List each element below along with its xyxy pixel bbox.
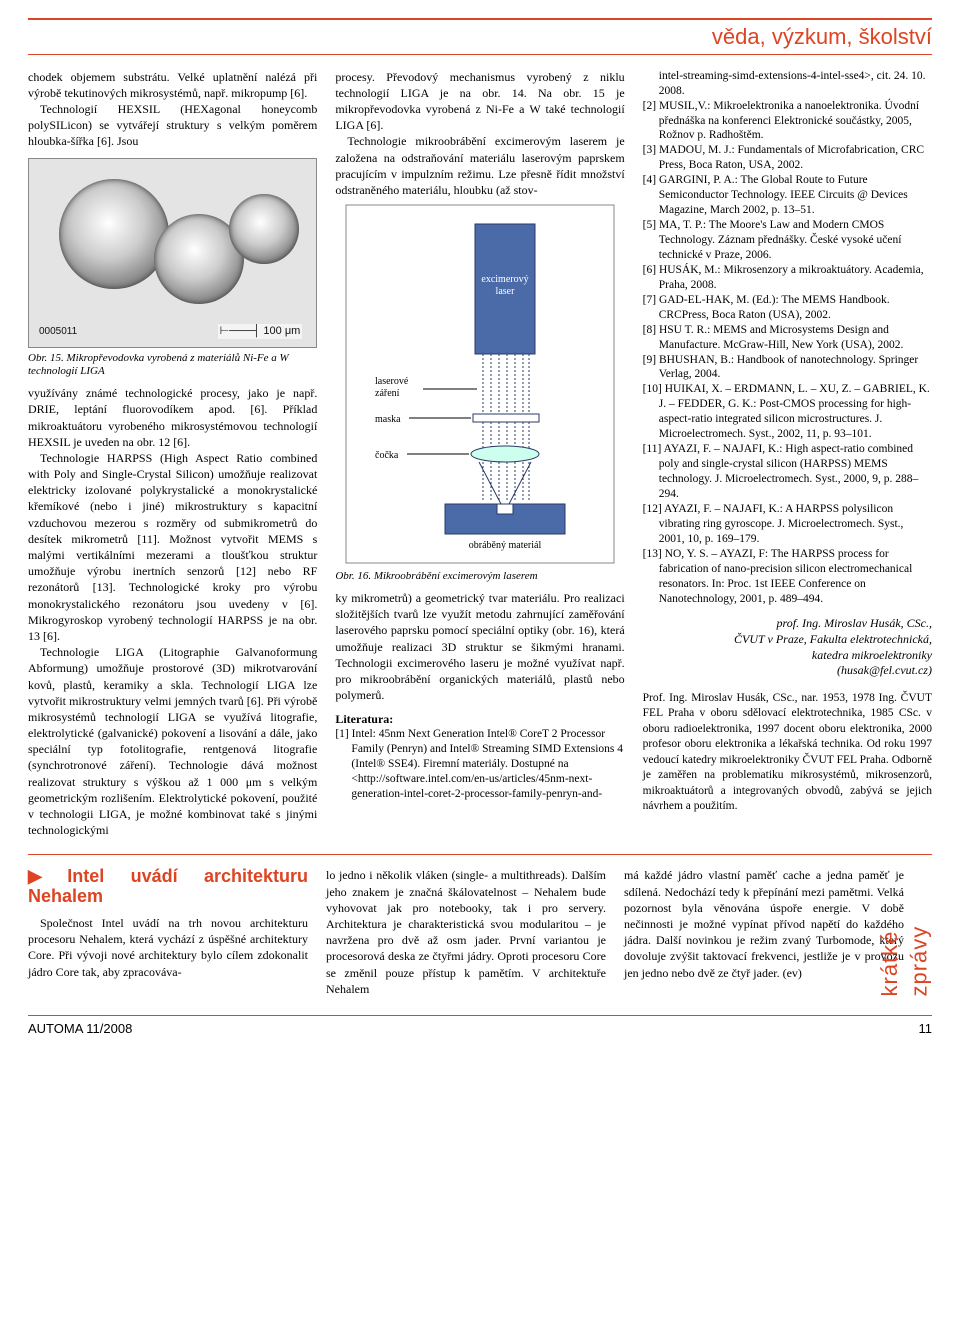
bottom-col-2: lo jedno i několik vláken (single- a mul… bbox=[326, 867, 606, 997]
section-header: věda, výzkum, školství bbox=[28, 18, 932, 55]
c2-p2: Technologie mikroobrábění excimerovým la… bbox=[335, 133, 624, 198]
ref-2: [2] MUSIL,V.: Mikroelektronika a nanoele… bbox=[643, 99, 932, 144]
column-1: chodek objemem substrátu. Velké uplatněn… bbox=[28, 69, 317, 839]
column-2: procesy. Převodový mechanismus vyrobený … bbox=[335, 69, 624, 839]
ref-7: [7] GAD-EL-HAK, M. (Ed.): The MEMS Handb… bbox=[643, 293, 932, 323]
ref-4: [4] GARGINI, P. A.: The Global Route to … bbox=[643, 173, 932, 218]
author-block: prof. Ing. Miroslav Husák, CSc., ČVUT v … bbox=[643, 616, 932, 678]
ref-10: [10] HUIKAI, X. – ERDMANN, L. – XU, Z. –… bbox=[643, 382, 932, 442]
bottom-col-1: ▶Intel uvádí architekturu Nehalem Společ… bbox=[28, 867, 308, 997]
footer-right: 11 bbox=[919, 1020, 933, 1038]
section-title: věda, výzkum, školství bbox=[712, 24, 932, 49]
main-columns: chodek objemem substrátu. Velké uplatněn… bbox=[28, 69, 932, 839]
label-material: obráběný materiál bbox=[469, 540, 542, 551]
side-section-label: krátké zprávy bbox=[875, 867, 934, 997]
ref-9: [9] BHUSHAN, B.: Handbook of nanotechnol… bbox=[643, 353, 932, 383]
bottom-section: ▶Intel uvádí architekturu Nehalem Společ… bbox=[28, 867, 932, 997]
ref-3: [3] MADOU, M. J.: Fundamentals of Microf… bbox=[643, 143, 932, 173]
label-maska: maska bbox=[375, 414, 401, 425]
c1-p2: Technologií HEXSIL (HEXagonal honeycomb … bbox=[28, 101, 317, 150]
author-bio: Prof. Ing. Miroslav Husák, CSc., nar. 19… bbox=[643, 691, 932, 815]
author-line2: ČVUT v Praze, Fakulta elektrotechnická, bbox=[643, 632, 932, 648]
triangle-icon: ▶ bbox=[28, 866, 63, 886]
author-line1: prof. Ing. Miroslav Husák, CSc., bbox=[643, 616, 932, 632]
c1-p5: Technologie LIGA (Litographie Galvanofor… bbox=[28, 644, 317, 838]
news-title: ▶Intel uvádí architekturu Nehalem bbox=[28, 867, 308, 907]
ref-11: [11] AYAZI, F. – NAJAFI, K.: High aspect… bbox=[643, 442, 932, 502]
ref-5: [5] MA, T. P.: The Moore's Law and Moder… bbox=[643, 218, 932, 263]
column-3: intel-streaming-simd-extensions-4-intel-… bbox=[643, 69, 932, 839]
literature-heading: Literatura: bbox=[335, 711, 624, 727]
footer-left: AUTOMA 11/2008 bbox=[28, 1020, 132, 1038]
bottom-col-3: má každé jádro vlastní paměť cache a jed… bbox=[624, 867, 904, 997]
c2-p3: ky mikrometrů) a geometrický tvar materi… bbox=[335, 590, 624, 703]
c1-p3: využívány známé technologické procesy, j… bbox=[28, 385, 317, 450]
label-zareni-2: záření bbox=[375, 388, 400, 399]
figure-15-image: 0005011 ⊢───┤ 100 μm bbox=[28, 158, 317, 348]
label-zareni-1: laserové bbox=[375, 376, 409, 387]
ref-1a: [1] Intel: 45nm Next Generation Intel® C… bbox=[335, 727, 624, 802]
bottom-p2: lo jedno i několik vláken (single- a mul… bbox=[326, 867, 606, 997]
figure-15-caption: Obr. 15. Mikropřevodovka vyrobená z mate… bbox=[28, 352, 317, 380]
ref-8: [8] HSU T. R.: MEMS and Microsystems Des… bbox=[643, 323, 932, 353]
bottom-p3: má každé jádro vlastní paměť cache a jed… bbox=[624, 867, 904, 980]
c1-p1: chodek objemem substrátu. Velké uplatněn… bbox=[28, 69, 317, 101]
ref-1b: intel-streaming-simd-extensions-4-intel-… bbox=[643, 69, 932, 99]
ref-12: [12] AYAZI, F. – NAJAFI, K.: A HARPSS po… bbox=[643, 502, 932, 547]
label-excimer-2: laser bbox=[496, 286, 516, 297]
label-excimer-1: excimerový bbox=[481, 274, 528, 285]
ref-13: [13] NO, Y. S. – AYAZI, F: The HARPSS pr… bbox=[643, 547, 932, 607]
c2-p1: procesy. Převodový mechanismus vyrobený … bbox=[335, 69, 624, 134]
author-line4: (husak@fel.cvut.cz) bbox=[643, 663, 932, 679]
scan-id: 0005011 bbox=[39, 325, 77, 339]
figure-16-svg: excimerový laser laserové záření bbox=[345, 204, 615, 564]
author-line3: katedra mikroelektroniky bbox=[643, 648, 932, 664]
figure-16-caption: Obr. 16. Mikroobrábění excimerovým laser… bbox=[335, 570, 624, 584]
scale-bar: ⊢───┤ 100 μm bbox=[218, 324, 303, 339]
figure-15: 0005011 ⊢───┤ 100 μm Obr. 15. Mikropřevo… bbox=[28, 158, 317, 380]
bottom-p1: Společnost Intel uvádí na trh novou arch… bbox=[28, 915, 308, 980]
page-footer: AUTOMA 11/2008 11 bbox=[28, 1015, 932, 1038]
label-cocka: čočka bbox=[375, 450, 399, 461]
section-divider bbox=[28, 854, 932, 855]
ref-6: [6] HUSÁK, M.: Mikrosenzory a mikroaktuá… bbox=[643, 263, 932, 293]
c1-p4: Technologie HARPSS (High Aspect Ratio co… bbox=[28, 450, 317, 644]
